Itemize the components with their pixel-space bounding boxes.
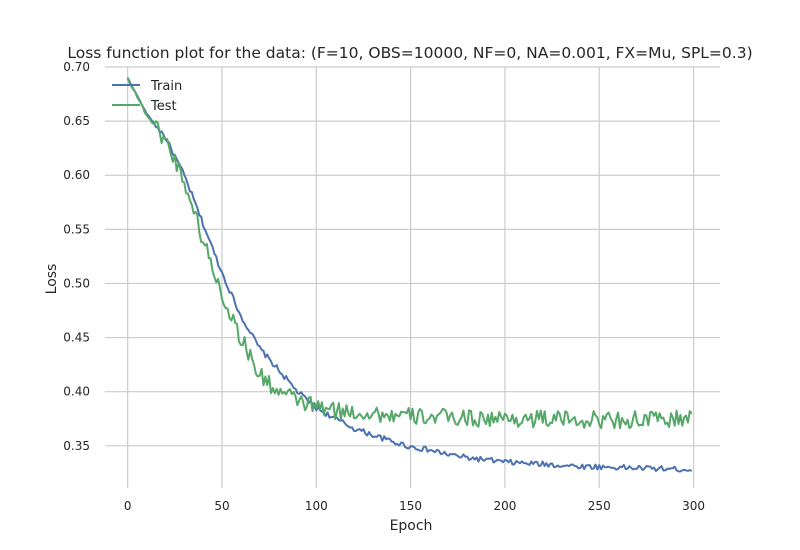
x-axis-label: Epoch — [390, 518, 433, 534]
y-tick-label: 0.60 — [63, 168, 90, 182]
series-layer — [126, 77, 693, 473]
y-tick-label: 0.40 — [63, 385, 90, 399]
grid-layer — [105, 66, 720, 488]
x-tick-label: 150 — [399, 499, 422, 513]
y-axis-label: Loss — [44, 264, 60, 295]
x-tick-label: 250 — [588, 499, 611, 513]
y-tick-label: 0.35 — [63, 439, 90, 453]
x-tick-label: 50 — [214, 499, 229, 513]
x-tick-label: 0 — [124, 499, 132, 513]
legend-label-test: Test — [150, 99, 177, 114]
series-line-train — [126, 77, 693, 473]
chart-title: Loss function plot for the data: (F=10, … — [67, 44, 752, 62]
legend-label-train: Train — [150, 79, 182, 94]
y-tick-label: 0.55 — [63, 222, 90, 236]
y-tick-label: 0.50 — [63, 276, 90, 290]
y-tick-label: 0.70 — [63, 60, 90, 74]
legend: Train Test — [112, 79, 182, 114]
y-tick-label: 0.65 — [63, 114, 90, 128]
tick-label-layer: 0 50 100 150 200 250 300 0.35 0.40 0.45 0.50 0.55 0.… — [63, 60, 705, 513]
x-tick-label: 200 — [493, 499, 516, 513]
series-line-test — [126, 77, 693, 430]
x-tick-label: 100 — [305, 499, 328, 513]
y-tick-label: 0.45 — [63, 331, 90, 345]
x-tick-label: 300 — [682, 499, 705, 513]
